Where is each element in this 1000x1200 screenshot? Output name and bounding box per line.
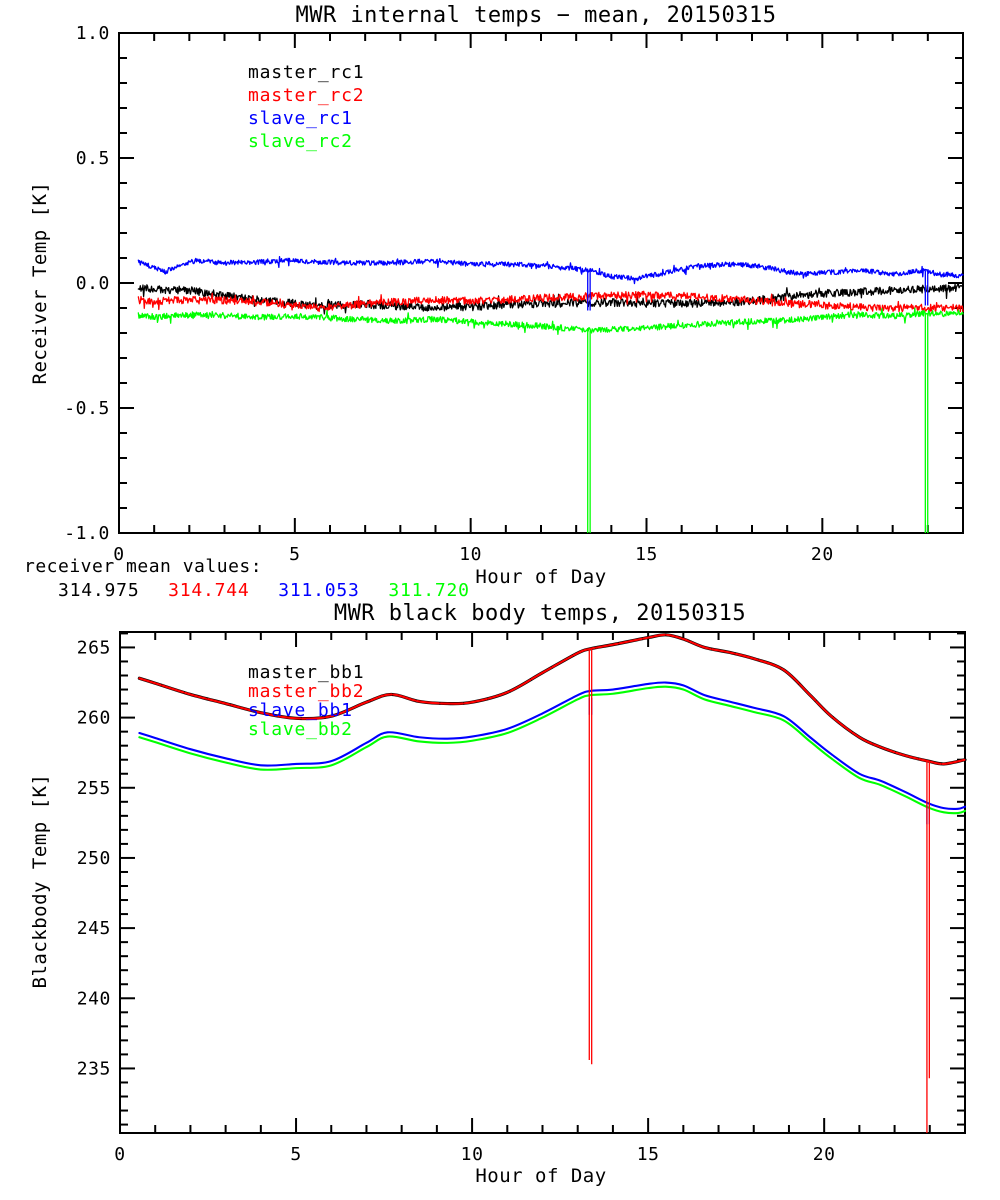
svg-text:1.0: 1.0 bbox=[76, 23, 110, 44]
svg-text:260: 260 bbox=[77, 708, 111, 729]
legend-item-master-bb1: master_bb1 bbox=[248, 662, 365, 683]
mean-value-master-rc2: 314.744 bbox=[168, 580, 250, 601]
svg-text:245: 245 bbox=[77, 918, 111, 939]
svg-text:0.0: 0.0 bbox=[76, 273, 110, 294]
svg-text:5: 5 bbox=[290, 1144, 301, 1165]
svg-text:0: 0 bbox=[114, 1144, 125, 1165]
svg-text:5: 5 bbox=[289, 544, 300, 565]
mean-value-slave-rc2: 311.720 bbox=[388, 580, 470, 601]
svg-text:20: 20 bbox=[813, 1144, 836, 1165]
mean-value-slave-rc1: 311.053 bbox=[278, 580, 360, 601]
top-chart-legend: master_rc1 master_rc2 slave_rc1 slave_rc… bbox=[248, 61, 364, 153]
svg-text:240: 240 bbox=[77, 988, 111, 1009]
top-chart: 0 5 10 15 20 -1.0 -0.5 0.0 0.5 1.0 bbox=[64, 23, 964, 565]
bottom-chart-legend: master_bb1 master_bb2 slave_bb1 slave_bb… bbox=[248, 663, 364, 739]
mean-value-master-rc1: 314.975 bbox=[58, 580, 140, 601]
svg-text:265: 265 bbox=[77, 637, 111, 658]
svg-text:0: 0 bbox=[113, 544, 124, 565]
svg-text:-1.0: -1.0 bbox=[64, 523, 110, 544]
svg-text:15: 15 bbox=[635, 544, 658, 565]
legend-item-slave-rc1: slave_rc1 bbox=[248, 108, 353, 129]
top-chart-title: MWR internal temps − mean, 20150315 bbox=[295, 3, 777, 28]
legend-item-slave-bb1: slave_bb1 bbox=[248, 700, 353, 721]
svg-text:255: 255 bbox=[77, 778, 111, 799]
legend-item-master-bb2: master_bb2 bbox=[248, 681, 365, 702]
top-x-axis-label: Hour of Day bbox=[475, 566, 607, 588]
svg-text:10: 10 bbox=[461, 1144, 484, 1165]
svg-text:10: 10 bbox=[459, 544, 482, 565]
svg-text:250: 250 bbox=[77, 848, 111, 869]
svg-text:-0.5: -0.5 bbox=[64, 398, 110, 419]
svg-text:235: 235 bbox=[77, 1058, 111, 1079]
legend-item-master-rc2: master_rc2 bbox=[248, 85, 365, 106]
receiver-means-values: 314.975 314.744 311.053 311.720 bbox=[58, 580, 487, 601]
legend-item-master-rc1: master_rc1 bbox=[248, 62, 365, 83]
legend-item-slave-rc2: slave_rc2 bbox=[248, 131, 353, 152]
svg-text:15: 15 bbox=[637, 1144, 660, 1165]
bottom-x-axis-label: Hour of Day bbox=[475, 1165, 607, 1187]
top-y-axis-label: Receiver Temp [K] bbox=[29, 181, 51, 385]
bottom-chart: 0 5 10 15 20 235 240 245 250 255 260 265 bbox=[77, 631, 967, 1165]
svg-text:0.5: 0.5 bbox=[76, 148, 110, 169]
bottom-chart-title: MWR black body temps, 20150315 bbox=[333, 601, 747, 626]
legend-item-slave-bb2: slave_bb2 bbox=[248, 719, 353, 740]
svg-text:20: 20 bbox=[811, 544, 834, 565]
receiver-means-label: receiver mean values: bbox=[24, 556, 263, 577]
bottom-y-axis-label: Blackbody Temp [K] bbox=[29, 773, 51, 989]
